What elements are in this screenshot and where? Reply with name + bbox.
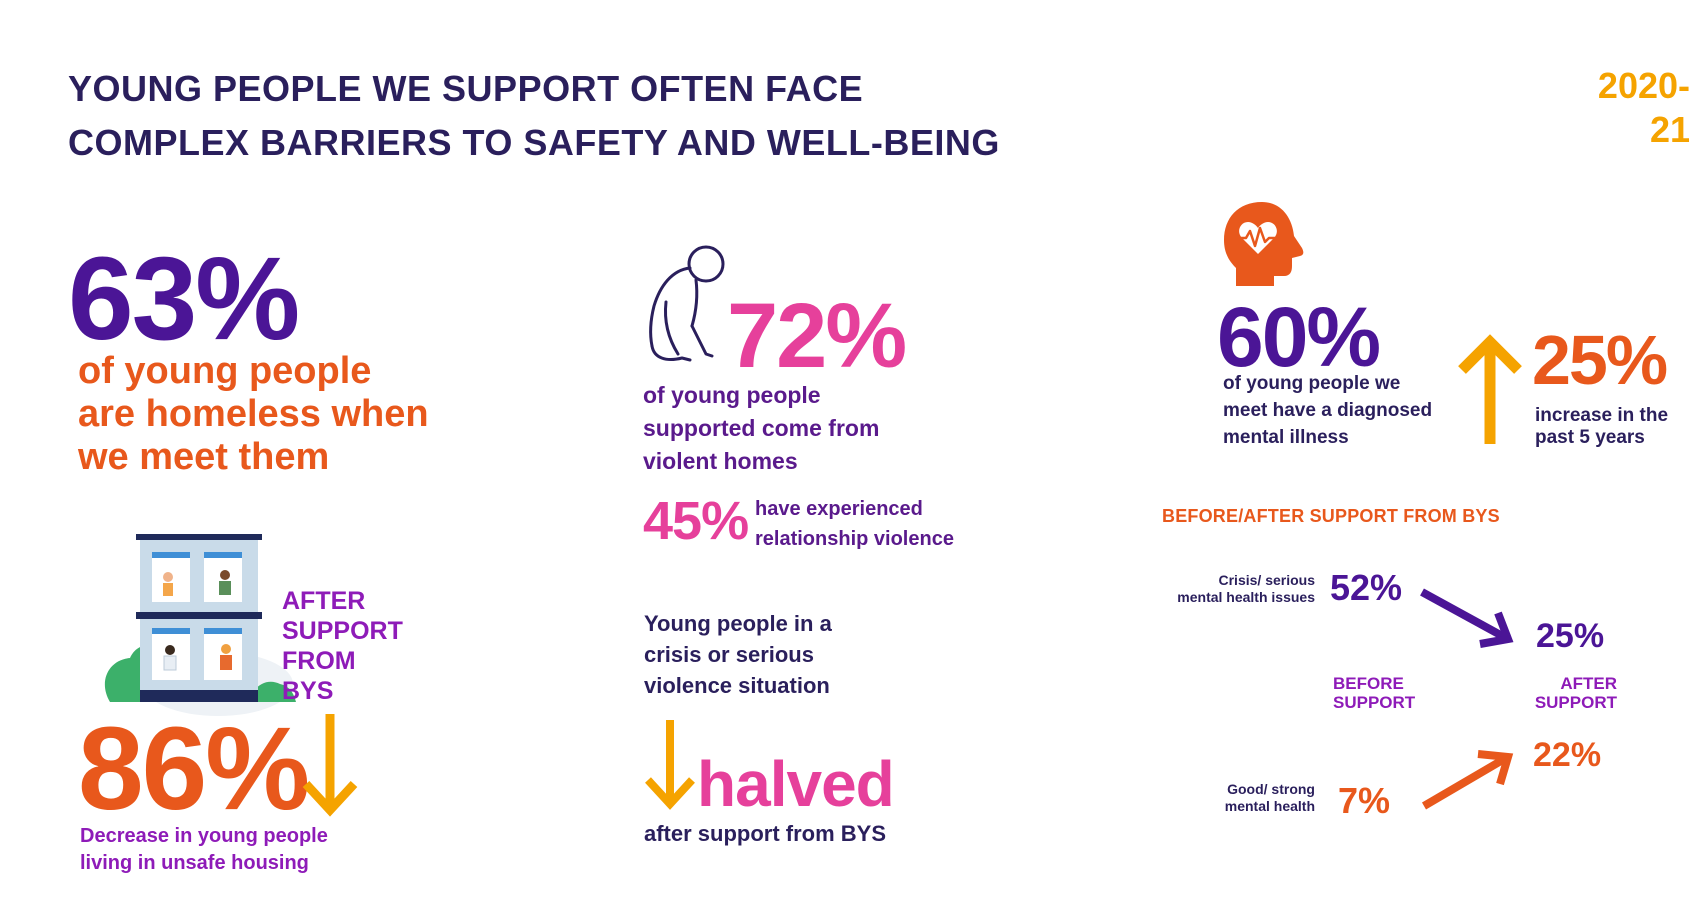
title-line-1: YOUNG PEOPLE WE SUPPORT OFTEN FACE — [68, 68, 864, 109]
violence-description: of young people supported come from viol… — [643, 379, 943, 478]
unsafe-housing-stat: 86% — [78, 703, 310, 835]
crisis-line-3: violence situation — [644, 673, 830, 698]
mental-illness-line-3: mental illness — [1223, 427, 1349, 448]
crisis-line-2: crisis or serious — [644, 642, 814, 667]
crisis-before-value: 52% — [1330, 567, 1403, 608]
after-support-line-2: SUPPORT — [282, 617, 403, 645]
after-support-label: AFTER SUPPORT FROM BYS — [282, 586, 412, 706]
after-support-column-label: AFTER SUPPORT — [1527, 674, 1617, 712]
before-support-label: BEFORE SUPPORT — [1333, 674, 1415, 712]
unsafe-housing-line-1: Decrease in young people — [80, 825, 328, 847]
good-mental-health-label: Good/ strong mental health — [1150, 781, 1315, 815]
good-label-line-1: Good/ strong — [1227, 781, 1315, 797]
mental-illness-description: of young people we meet have a diagnosed… — [1223, 370, 1463, 451]
homeless-line-3: we meet them — [78, 436, 330, 478]
after-support-line-3: FROM — [282, 647, 356, 675]
homeless-description: of young people are homeless when we mee… — [78, 350, 498, 479]
head-heart-icon — [1224, 202, 1304, 286]
crisis-label-line-1: Crisis/ serious — [1218, 572, 1316, 588]
increase-stat: 25% — [1532, 321, 1668, 399]
increase-line-1: increase in the — [1535, 405, 1669, 426]
crisis-after-value: 25% — [1536, 617, 1605, 655]
building-illustration — [104, 534, 296, 716]
violence-line-2: supported come from — [643, 415, 880, 441]
relationship-line-2: relationship violence — [755, 528, 954, 550]
relationship-line-1: have experienced — [755, 498, 923, 520]
relationship-violence-description: have experienced relationship violence — [755, 494, 975, 554]
arrow-down-icon — [302, 714, 358, 817]
violence-line-1: of young people — [643, 382, 821, 408]
arrow-up-icon — [1458, 334, 1522, 444]
crisis-mental-health-label: Crisis/ serious mental health issues — [1150, 572, 1315, 606]
after-support-line-1: AFTER — [282, 587, 366, 615]
crisis-line-1: Young people in a — [644, 611, 832, 636]
violence-stat: 72% — [727, 285, 907, 387]
increase-line-2: past 5 years — [1535, 427, 1645, 448]
crisis-description: Young people in a crisis or serious viol… — [644, 608, 884, 701]
good-before-value: 7% — [1338, 780, 1391, 821]
mental-illness-stat: 60% — [1217, 290, 1381, 384]
good-after-value: 22% — [1533, 736, 1602, 774]
after-support-line-4: BYS — [282, 677, 334, 705]
after-label-line-1: AFTER — [1560, 674, 1617, 693]
year-label: 2020-21 — [1597, 65, 1690, 150]
homeless-stat: 63% — [68, 233, 300, 365]
unsafe-housing-line-2: living in unsafe housing — [80, 852, 309, 874]
arrow-down-right-icon — [1420, 588, 1514, 648]
mental-illness-line-1: of young people we — [1223, 373, 1401, 394]
title-line-2: COMPLEX BARRIERS TO SAFETY AND WELL-BEIN… — [68, 122, 1000, 163]
crisis-label-line-2: mental health issues — [1177, 589, 1315, 605]
homeless-line-2: are homeless when — [78, 393, 429, 435]
relationship-violence-stat: 45% — [643, 491, 749, 551]
halved-label: halved — [697, 748, 895, 820]
homeless-line-1: of young people — [78, 350, 372, 392]
arrow-up-right-icon — [1421, 750, 1514, 810]
halved-description: after support from BYS — [644, 821, 887, 846]
before-after-title: BEFORE/AFTER SUPPORT FROM BYS — [1162, 506, 1500, 526]
kneeling-person-icon — [649, 245, 725, 362]
page-title: YOUNG PEOPLE WE SUPPORT OFTEN FACE COMPL… — [68, 62, 1028, 170]
good-label-line-2: mental health — [1224, 798, 1315, 814]
before-label-line-2: SUPPORT — [1333, 693, 1416, 712]
after-label-line-2: SUPPORT — [1534, 693, 1617, 712]
mental-illness-line-2: meet have a diagnosed — [1223, 400, 1433, 421]
before-label-line-1: BEFORE — [1333, 674, 1404, 693]
unsafe-housing-description: Decrease in young people living in unsaf… — [80, 823, 380, 877]
increase-description: increase in the past 5 years — [1535, 405, 1685, 449]
violence-line-3: violent homes — [643, 448, 798, 474]
arrow-down-icon — [645, 720, 695, 810]
